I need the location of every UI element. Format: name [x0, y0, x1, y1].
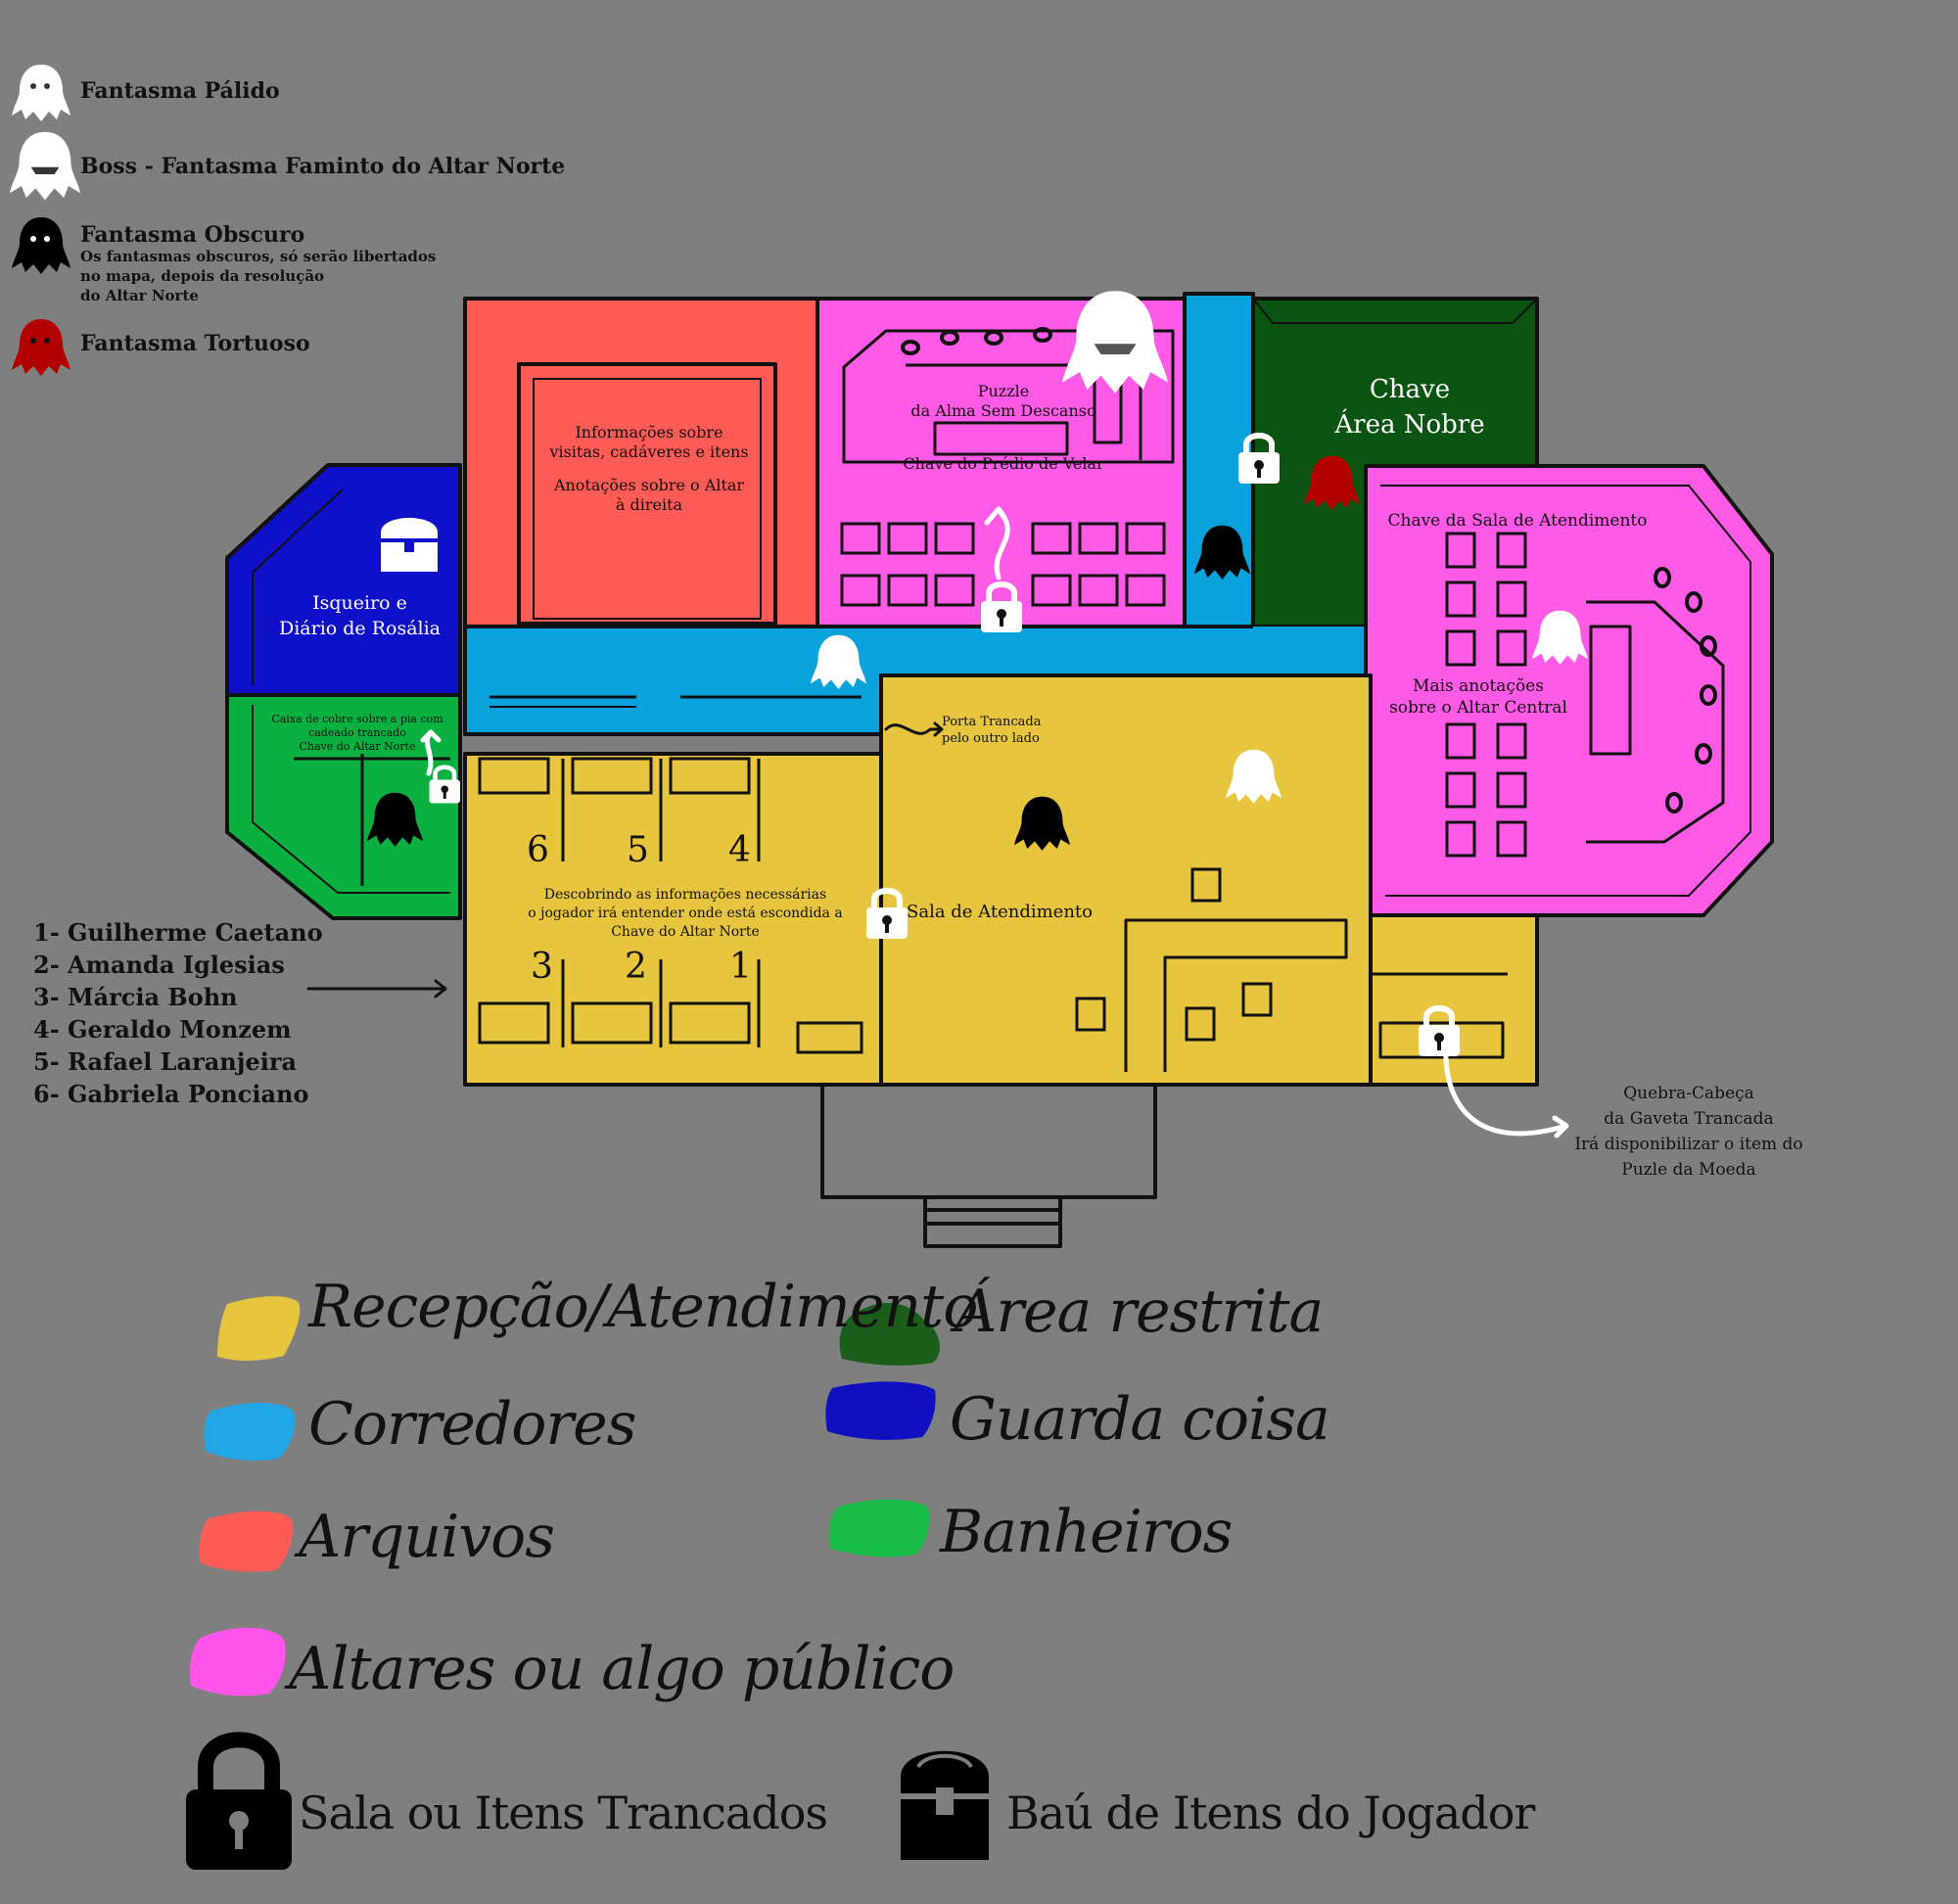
roster-item: 3- Márcia Bohn: [33, 983, 238, 1011]
pale-ghost-icon: [811, 634, 866, 689]
employee-roster: 1- Guilherme Caetano 2- Amanda Iglesias …: [33, 916, 323, 1110]
roster-item: 5- Rafael Laranjeira: [33, 1047, 298, 1076]
pale-ghost-icon: [12, 65, 70, 121]
dark-ghost-icon: [367, 792, 423, 847]
dark-ghost-icon: [1194, 525, 1250, 580]
boss-ghost-icon: [10, 131, 80, 201]
restricted-label: Chave Área Nobre: [1334, 375, 1485, 440]
lock-icon: [1238, 436, 1280, 484]
legend-label: Guarda coisa: [950, 1385, 1330, 1454]
legend-label: Corredores: [308, 1390, 636, 1459]
desk-number: 4: [728, 830, 751, 870]
color-legend-swatches: [190, 1296, 941, 1696]
arrows: [420, 506, 1569, 1138]
map-markers: [306, 291, 1588, 1138]
bathroom-room: [225, 693, 462, 920]
desk-number: 1: [729, 947, 752, 987]
legend-label: Área restrita: [955, 1277, 1324, 1346]
ghost-legend-note: Os fantasmas obscuros, só serão libertad…: [80, 248, 437, 304]
swatch-restricted: [839, 1303, 941, 1366]
dark-ghost-icon: [1014, 796, 1070, 851]
ghost-legend-label: Boss - Fantasma Faminto do Altar Norte: [80, 154, 566, 179]
central-altar-notes-label: Mais anotações sobre o Altar Central: [1389, 676, 1567, 718]
arrows-dark: [306, 721, 944, 998]
offices-label: Descobrindo as informações necessárias o …: [528, 887, 843, 940]
storage-label: Isqueiro e Diário de Rosália: [278, 592, 442, 639]
dark-ghost-icon: [12, 217, 70, 274]
chest-icon: [901, 1750, 989, 1860]
swatch-reception: [217, 1296, 301, 1362]
ghost-legend-label: Fantasma Obscuro: [80, 222, 305, 248]
lock-icon: [430, 767, 461, 804]
drawer-puzzle-label: Quebra-Cabeça da Gaveta Trancada Irá disp…: [1574, 1084, 1803, 1180]
central-altar-key-label: Chave da Sala de Atendimento: [1387, 511, 1648, 531]
desk-number: 6: [527, 830, 549, 870]
swatch-corridors: [204, 1403, 296, 1462]
offices-room: [463, 752, 883, 1087]
legend-label: Altares ou algo público: [289, 1635, 955, 1703]
tortured-ghost-icon: [1304, 455, 1360, 510]
ghost-legend-icons: [10, 65, 80, 376]
legend-label: Arquivos: [299, 1503, 555, 1571]
icon-legend-label: Baú de Itens do Jogador: [1006, 1787, 1535, 1839]
north-altar-label: Puzzle da Alma Sem Descanso Chave do Préd…: [903, 382, 1104, 473]
central-altar-pews: [1445, 532, 1527, 858]
lock-icon: [186, 1732, 292, 1870]
pale-ghost-icon: [1532, 610, 1588, 665]
roster-item: 2- Amanda Iglesias: [33, 951, 285, 979]
tortured-ghost-icon: [12, 319, 70, 376]
lock-icon: [1419, 1008, 1460, 1056]
desk-number: 5: [627, 830, 649, 870]
office-desks: [478, 757, 863, 1054]
ghost-legend-label: Fantasma Tortuoso: [80, 331, 310, 356]
reception-chairs: [1075, 867, 1273, 1042]
north-altar-pews: [840, 522, 1166, 607]
archives-label: Informações sobre visitas, cadáveres e it…: [549, 423, 749, 514]
swatch-archives: [199, 1510, 293, 1572]
roster-item: 6- Gabriela Ponciano: [33, 1080, 309, 1108]
legend-label: Recepção/Atendimento: [308, 1273, 978, 1341]
legend-label: Banheiros: [940, 1498, 1233, 1566]
swatch-storage: [825, 1381, 936, 1440]
pale-ghost-icon: [1226, 749, 1282, 804]
locked-door-label: Porta Trancada pelo outro lado: [942, 715, 1042, 746]
icon-legend-label: Sala ou Itens Trancados: [299, 1787, 828, 1839]
icon-legend: [186, 1732, 989, 1870]
ghost-legend-label: Fantasma Pálido: [80, 78, 280, 104]
desk-number: 2: [625, 947, 647, 987]
bathroom-label: Caixa de cobre sobre a pia com cadeado tr…: [271, 713, 443, 753]
desk-number: 3: [531, 947, 553, 987]
chest-icon: [381, 518, 438, 572]
swatch-altars: [190, 1627, 286, 1696]
lock-icon: [981, 584, 1022, 632]
lock-icon: [866, 891, 908, 939]
roster-item: 4- Geraldo Monzem: [33, 1015, 292, 1044]
boss-ghost-icon: [1062, 291, 1168, 394]
floor-plan: [225, 292, 1774, 1248]
reception-room-label: Sala de Atendimento: [907, 902, 1093, 922]
roster-item: 1- Guilherme Caetano: [33, 918, 323, 947]
swatch-bathrooms: [828, 1499, 930, 1557]
